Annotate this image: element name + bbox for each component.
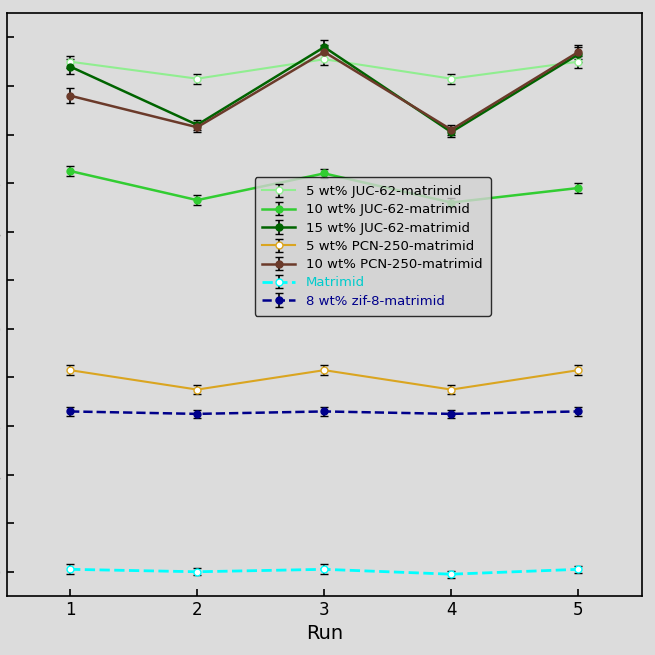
Legend: 5 wt% JUC-62-matrimid, 10 wt% JUC-62-matrimid, 15 wt% JUC-62-matrimid, 5 wt% PCN: 5 wt% JUC-62-matrimid, 10 wt% JUC-62-mat… bbox=[255, 177, 491, 316]
X-axis label: Run: Run bbox=[306, 624, 343, 643]
